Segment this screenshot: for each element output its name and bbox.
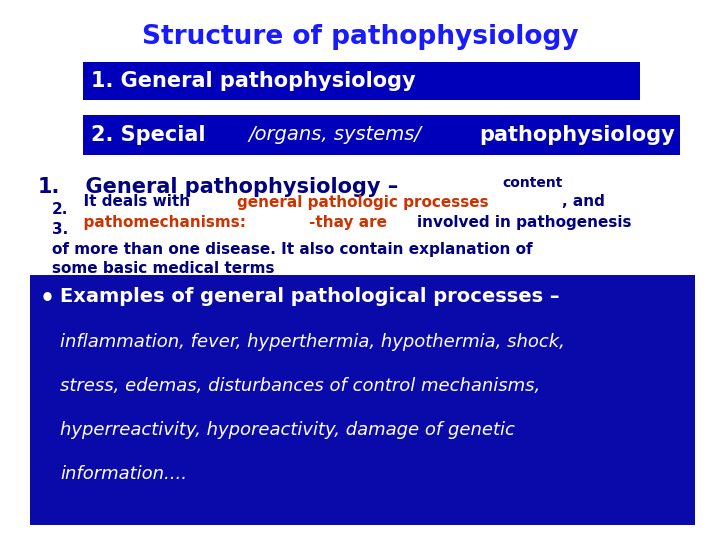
Text: content: content [503,176,563,190]
Text: 2.: 2. [52,202,68,217]
Text: /organs, systems/: /organs, systems/ [248,125,428,145]
Text: hyperreactivity, hyporeactivity, damage of genetic: hyperreactivity, hyporeactivity, damage … [60,421,515,439]
Text: general pathologic processes: general pathologic processes [237,194,489,210]
Text: Structure of pathophysiology: Structure of pathophysiology [142,24,578,50]
Text: It deals with: It deals with [52,194,195,210]
Text: of more than one disease. It also contain explanation of: of more than one disease. It also contai… [52,242,533,257]
Text: Examples of general pathological processes –: Examples of general pathological process… [60,287,559,306]
Text: stress, edemas, disturbances of control mechanisms,: stress, edemas, disturbances of control … [60,377,540,395]
FancyBboxPatch shape [83,115,680,155]
Text: some basic medical terms: some basic medical terms [52,261,274,276]
Text: 1.: 1. [38,177,60,197]
Text: -thay are: -thay are [309,214,392,230]
Text: pathomechanisms:: pathomechanisms: [52,214,251,230]
Text: inflammation, fever, hyperthermia, hypothermia, shock,: inflammation, fever, hyperthermia, hypot… [60,333,565,351]
Text: 2. Special: 2. Special [91,125,212,145]
FancyBboxPatch shape [30,275,695,525]
Text: information....: information.... [60,465,187,483]
Text: 3.: 3. [52,222,68,237]
Text: , and: , and [562,194,605,210]
Text: •: • [40,287,55,311]
Text: 1. General pathophysiology: 1. General pathophysiology [91,71,415,91]
FancyBboxPatch shape [83,62,640,100]
Text: General pathophysiology –: General pathophysiology – [71,177,405,197]
Text: pathophysiology: pathophysiology [480,125,675,145]
Text: involved in pathogenesis: involved in pathogenesis [416,214,631,230]
